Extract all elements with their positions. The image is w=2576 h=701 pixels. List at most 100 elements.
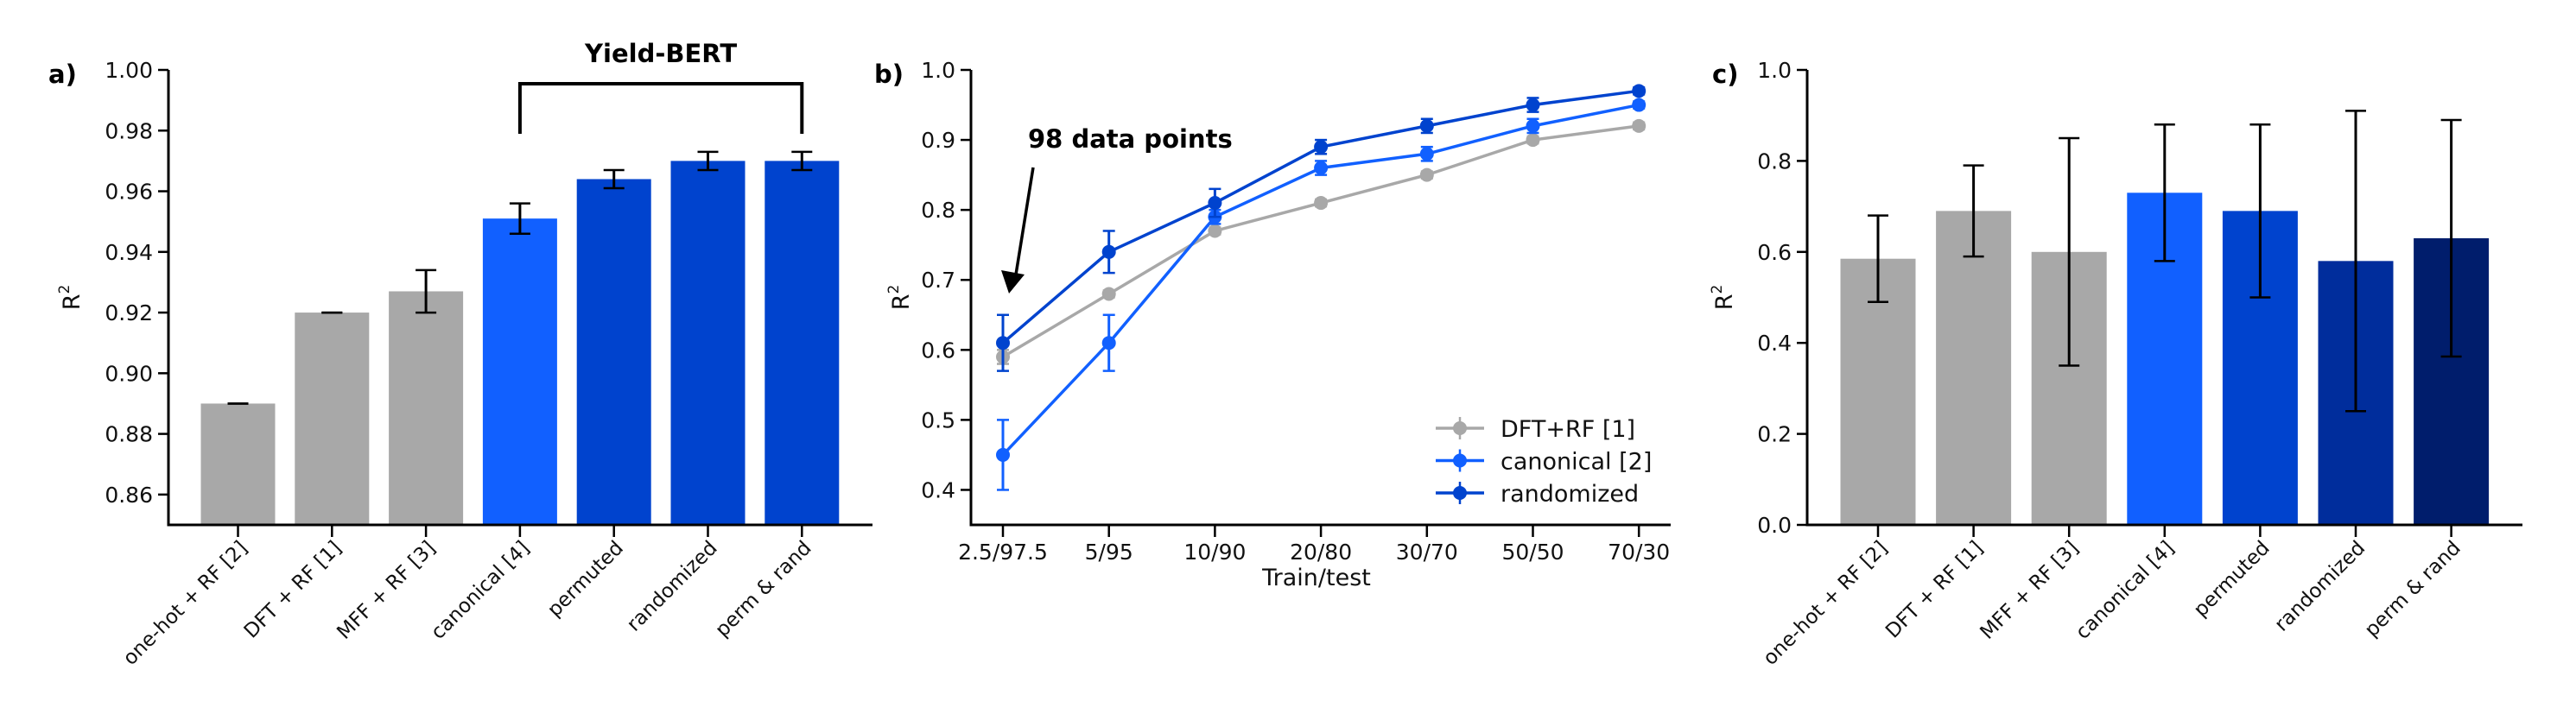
y-tick-label: 0.96	[105, 180, 153, 205]
y-tick-label: 0.92	[105, 300, 153, 325]
x-tick-label: 10/90	[1183, 540, 1246, 565]
legend-entry: randomized	[1436, 481, 1639, 508]
y-axis-label-base: R	[888, 294, 915, 311]
bar	[295, 313, 370, 524]
x-tick-label: canonical [4]	[427, 537, 534, 644]
x-tick-label: DFT + RF [1]	[240, 537, 346, 643]
panel-label: b)	[874, 60, 904, 89]
data-point	[1101, 287, 1116, 301]
y-axis-label-base: R	[1711, 294, 1738, 311]
y-tick-label: 0.4	[921, 477, 955, 502]
y-tick-label: 0.0	[1757, 513, 1792, 538]
data-point	[1632, 98, 1646, 112]
x-tick-label: DFT + RF [1]	[1881, 537, 1988, 643]
data-point	[1208, 196, 1222, 211]
annotation-arrow-shaft	[1014, 167, 1035, 275]
data-point	[1526, 98, 1540, 112]
x-tick-label: 20/80	[1290, 540, 1352, 565]
y-tick-label: 0.90	[105, 361, 153, 386]
bar	[576, 179, 651, 524]
bar	[482, 218, 557, 524]
y-tick-label: 0.5	[921, 407, 955, 433]
panel-label: c)	[1712, 60, 1738, 89]
series-canonical-2-	[996, 98, 1646, 491]
data-point	[1101, 244, 1116, 259]
series-dft-rf-1-	[996, 118, 1646, 365]
legend-marker	[1453, 421, 1467, 435]
legend-label: canonical [2]	[1501, 449, 1652, 476]
bar	[389, 291, 464, 524]
data-point	[1419, 118, 1434, 133]
data-point	[1419, 147, 1434, 161]
data-point	[1632, 84, 1646, 98]
y-tick-label: 0.2	[1757, 422, 1792, 447]
x-tick-label: perm & rand	[2361, 537, 2465, 641]
annotation-arrow-head	[1001, 270, 1025, 294]
series-line	[1001, 103, 1640, 457]
data-point	[1314, 140, 1329, 155]
data-point	[996, 447, 1010, 462]
panel-label: a)	[48, 60, 77, 89]
data-point	[1419, 167, 1434, 182]
annotation-bracket	[517, 82, 804, 134]
data-point	[1314, 161, 1329, 175]
y-tick-label: 0.88	[105, 422, 153, 447]
y-tick-label: 0.86	[105, 483, 153, 508]
bar	[670, 161, 746, 524]
x-tick-label: 30/70	[1396, 540, 1458, 565]
y-tick-label: 0.4	[1757, 331, 1792, 356]
y-axis-label: R2	[56, 285, 86, 311]
data-point	[1526, 118, 1540, 133]
data-point	[1208, 224, 1222, 238]
y-tick-label: 0.7	[921, 268, 955, 293]
x-tick-label: 5/95	[1085, 540, 1133, 565]
y-axis-label-superscript: 2	[885, 285, 903, 294]
x-tick-label: MFF + RF [3]	[333, 537, 440, 644]
data-point	[1101, 336, 1116, 350]
y-axis-label-superscript: 2	[1709, 285, 1726, 294]
data-point	[1632, 118, 1646, 133]
y-tick-label: 1.0	[1757, 58, 1792, 83]
annotation-label: Yield-BERT	[584, 39, 737, 68]
annotation-label: 98 data points	[1028, 124, 1233, 154]
legend-marker	[1453, 486, 1467, 500]
x-tick-label: perm & rand	[711, 537, 815, 641]
y-tick-label: 0.8	[921, 198, 955, 223]
panel-a: 0.86 0.88 0.90 0.92 0.94 0.96 0.98 1.00 R2 a) one-…	[48, 39, 872, 670]
x-tick-label: one-hot + RF [2]	[1759, 537, 1892, 670]
x-tick-label: permuted	[543, 537, 628, 622]
y-axis-label-base: R	[59, 294, 86, 311]
y-tick-label: 1.00	[105, 58, 153, 83]
y-axis-label-superscript: 2	[56, 285, 73, 294]
data-point	[1314, 196, 1329, 211]
x-tick-label: 50/50	[1501, 540, 1564, 565]
legend-marker	[1453, 453, 1467, 468]
bar	[1936, 211, 2012, 524]
panel-b: 0.4 0.5 0.6 0.7 0.8 0.9 1.0 R2 b) 2.5/97.5 5/95 10/…	[874, 58, 1671, 591]
y-tick-label: 0.8	[1757, 148, 1792, 174]
x-tick-label: canonical [4]	[2072, 537, 2179, 644]
x-tick-label: permuted	[2190, 537, 2275, 622]
data-point	[996, 336, 1010, 350]
x-tick-label: 70/30	[1608, 540, 1670, 565]
legend-entry: canonical [2]	[1436, 449, 1652, 476]
y-tick-label: 0.94	[105, 240, 153, 265]
y-tick-label: 1.0	[921, 58, 955, 83]
y-tick-label: 0.9	[921, 128, 955, 153]
x-tick-label: MFF + RF [3]	[1976, 537, 2083, 644]
legend-label: randomized	[1501, 481, 1639, 508]
y-tick-label: 0.98	[105, 118, 153, 143]
bar	[200, 403, 276, 524]
y-axis-label: R2	[885, 285, 915, 311]
panel-c: 0.0 0.2 0.4 0.6 0.8 1.0 R2 c) one-hot + RF [2]DF…	[1709, 58, 2522, 670]
legend-label: DFT+RF [1]	[1501, 416, 1635, 443]
x-axis-label: Train/test	[1261, 565, 1371, 591]
y-tick-label: 0.6	[1757, 240, 1792, 265]
bar	[765, 161, 840, 524]
x-tick-label: one-hot + RF [2]	[119, 537, 252, 670]
legend-entry: DFT+RF [1]	[1436, 416, 1635, 443]
x-tick-label: randomized	[2270, 537, 2370, 636]
series-randomized	[996, 84, 1646, 372]
x-tick-label: randomized	[623, 537, 722, 636]
